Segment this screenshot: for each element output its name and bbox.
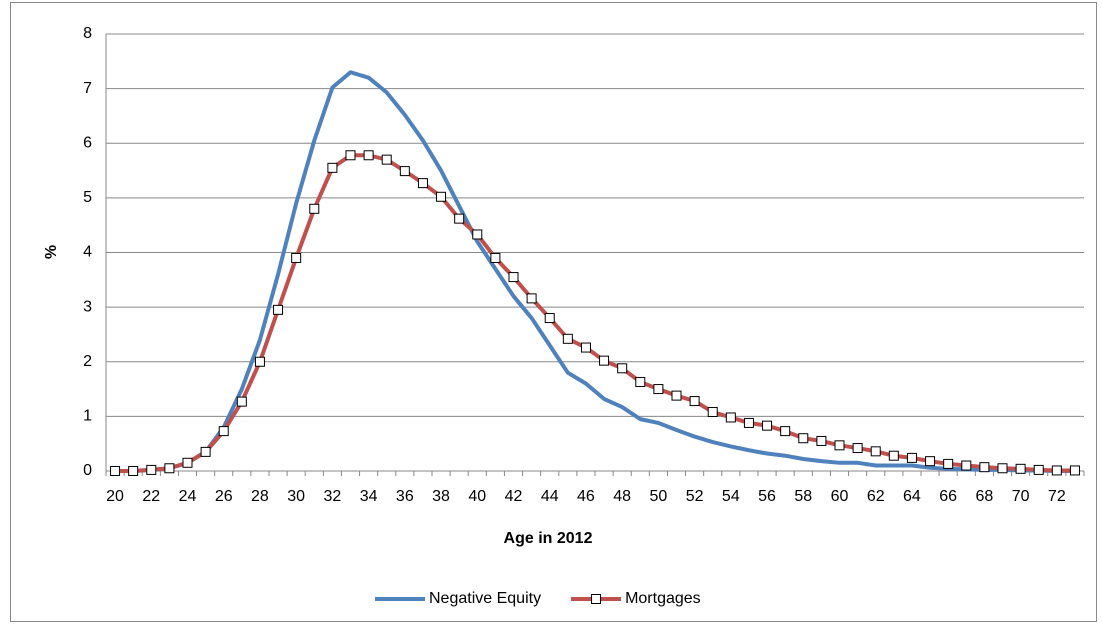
marker <box>961 460 972 471</box>
marker <box>363 150 374 161</box>
marker <box>834 440 845 451</box>
y-tick-label: 2 <box>83 353 92 370</box>
chart-frame <box>10 2 1097 622</box>
marker <box>526 293 537 304</box>
x-tick-label: 62 <box>867 488 885 505</box>
marker <box>997 463 1008 474</box>
marker <box>544 313 555 324</box>
x-tick-label: 20 <box>106 488 124 505</box>
marker <box>725 412 736 423</box>
y-axis-label: % <box>43 245 60 259</box>
x-tick-label: 72 <box>1048 488 1066 505</box>
marker <box>309 203 320 214</box>
x-tick-label: 38 <box>432 488 450 505</box>
marker <box>762 420 773 431</box>
marker <box>182 457 193 468</box>
x-tick-label: 32 <box>323 488 341 505</box>
marker <box>110 466 121 476</box>
x-tick-label: 40 <box>468 488 486 505</box>
x-tick-label: 66 <box>939 488 957 505</box>
y-tick-label: 0 <box>83 462 92 479</box>
x-axis-label: Age in 2012 <box>504 530 593 547</box>
y-tick-label: 5 <box>83 189 92 206</box>
marker <box>327 162 338 173</box>
y-tick-label: 7 <box>83 80 92 97</box>
marker <box>870 446 881 457</box>
marker <box>273 304 284 315</box>
marker <box>128 466 139 476</box>
marker <box>508 272 519 283</box>
y-tick-label: 1 <box>83 408 92 425</box>
x-tick-label: 24 <box>179 488 197 505</box>
marker <box>1069 465 1080 476</box>
marker <box>599 355 610 366</box>
marker <box>852 443 863 454</box>
x-tick-label: 58 <box>794 488 812 505</box>
x-tick-label: 44 <box>541 488 559 505</box>
x-tick-label: 36 <box>396 488 414 505</box>
marker <box>617 363 628 374</box>
marker <box>218 426 229 437</box>
marker <box>635 376 646 387</box>
x-tick-label: 68 <box>975 488 993 505</box>
marker <box>653 384 664 395</box>
y-tick-label: 8 <box>83 25 92 42</box>
x-tick-label: 42 <box>505 488 523 505</box>
x-tick-label: 54 <box>722 488 740 505</box>
marker <box>1015 463 1026 474</box>
x-tick-label: 22 <box>142 488 160 505</box>
marker <box>689 396 700 407</box>
marker <box>562 333 573 344</box>
marker <box>490 252 501 263</box>
legend-label: Mortgages <box>625 590 701 607</box>
x-tick-label: 46 <box>577 488 595 505</box>
x-tick-label: 34 <box>360 488 378 505</box>
legend-label: Negative Equity <box>429 590 541 607</box>
x-tick-label: 50 <box>649 488 667 505</box>
marker <box>417 178 428 189</box>
marker <box>146 464 157 475</box>
x-tick-label: 64 <box>903 488 921 505</box>
series-line <box>115 70 1075 473</box>
marker <box>1051 465 1062 476</box>
x-tick-label: 26 <box>215 488 233 505</box>
marker <box>906 452 917 463</box>
marker <box>925 456 936 467</box>
y-tick-label: 6 <box>83 134 92 151</box>
marker <box>780 426 791 437</box>
marker <box>743 417 754 428</box>
marker <box>345 150 356 161</box>
marker <box>943 458 954 469</box>
marker <box>888 450 899 461</box>
x-tick-label: 60 <box>831 488 849 505</box>
x-tick-label: 28 <box>251 488 269 505</box>
marker <box>472 229 483 240</box>
marker <box>200 446 211 457</box>
y-tick-label: 4 <box>83 244 92 261</box>
marker <box>399 166 410 177</box>
marker <box>671 390 682 401</box>
x-tick-label: 52 <box>686 488 704 505</box>
marker <box>707 407 718 418</box>
legend-marker <box>591 594 602 604</box>
marker <box>254 356 265 367</box>
marker <box>164 463 175 474</box>
marker <box>381 154 392 165</box>
marker <box>580 342 591 353</box>
x-tick-label: 48 <box>613 488 631 505</box>
y-tick-label: 3 <box>83 298 92 315</box>
marker <box>1033 464 1044 475</box>
marker <box>236 396 247 407</box>
marker <box>454 213 465 224</box>
x-tick-label: 70 <box>1012 488 1030 505</box>
marker <box>436 191 447 202</box>
marker <box>979 462 990 473</box>
x-tick-label: 30 <box>287 488 305 505</box>
marker <box>291 252 302 263</box>
x-tick-label: 56 <box>758 488 776 505</box>
marker <box>816 435 827 446</box>
marker <box>798 433 809 444</box>
